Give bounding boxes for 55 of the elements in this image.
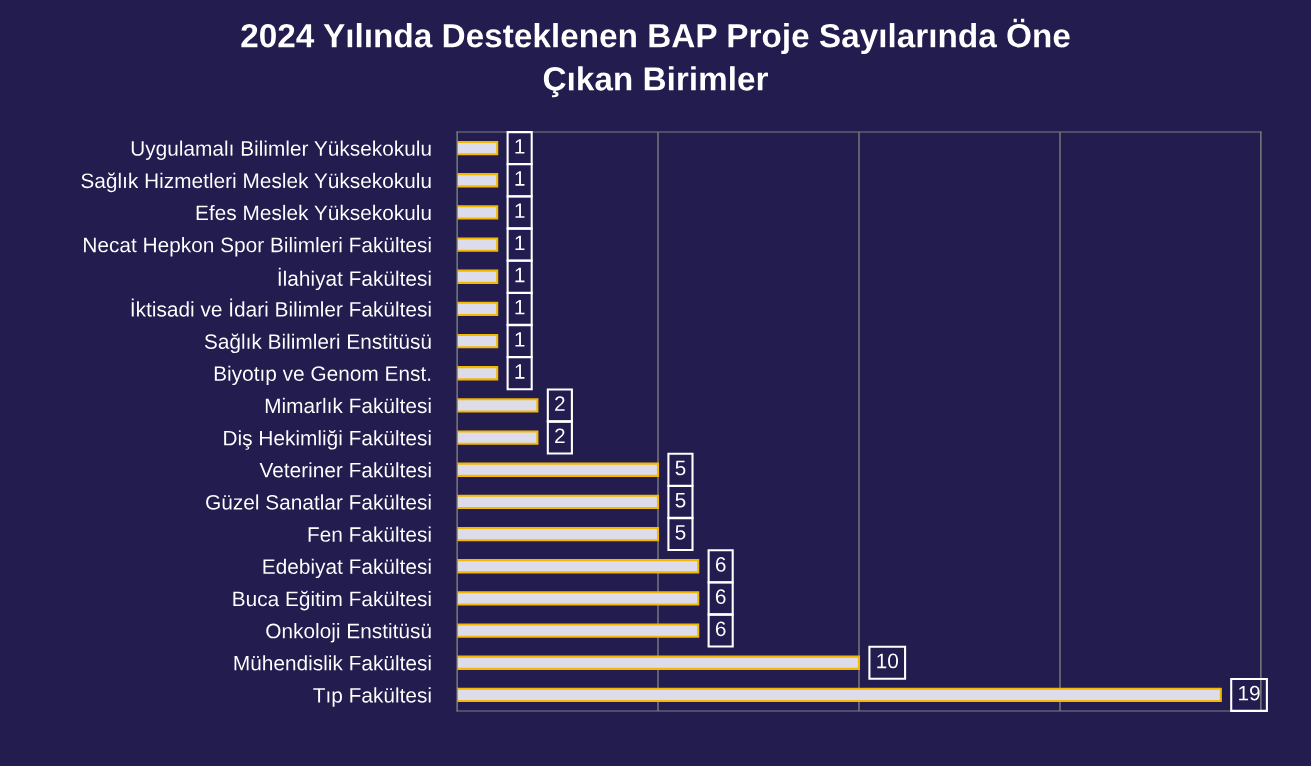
bar <box>457 366 499 381</box>
y-tick-label: Biyotıp ve Genom Enst. <box>214 365 431 386</box>
y-tick-label: Fen Fakültesi <box>308 526 431 542</box>
data-label: 2 <box>555 428 565 443</box>
y-tick-label: İktisadi ve İdari Bilimler Fakültesi <box>131 298 431 317</box>
bar <box>457 140 499 156</box>
y-tick-label: Veteriner Fakültesi <box>259 462 431 478</box>
bar <box>457 173 499 188</box>
data-label: 6 <box>715 589 726 605</box>
bar <box>457 494 660 510</box>
data-label: 1 <box>515 171 525 186</box>
y-tick-label: Diş Hekimliği Fakültesi <box>224 429 431 450</box>
data-label: 1 <box>515 364 525 379</box>
y-tick-label: Uygulamalı Bilimler Yüksekokulu <box>131 140 431 160</box>
y-tick-label: Sağlık Bilimleri Enstitüsü <box>204 333 431 354</box>
data-label: 2 <box>555 396 565 411</box>
bar <box>457 687 1222 703</box>
data-label: 1 <box>515 332 525 347</box>
bar <box>457 559 700 574</box>
bar <box>457 205 499 220</box>
data-label: 1 <box>515 235 525 250</box>
bar <box>457 398 539 413</box>
y-tick-label: Güzel Sanatlar Fakültesi <box>206 494 431 510</box>
data-label: 5 <box>675 460 686 476</box>
bar <box>457 655 861 670</box>
y-tick-label: Onkoloji Enstitüsü <box>266 623 431 643</box>
bar <box>457 430 539 445</box>
bar <box>457 526 660 542</box>
data-label: 6 <box>715 557 726 572</box>
bar <box>457 591 700 606</box>
y-tick-label: Edebiyat Fakültesi <box>263 558 431 579</box>
data-label: 1 <box>515 299 525 315</box>
data-label: 1 <box>515 139 525 154</box>
y-tick-label: Efes Meslek Yüksekokulu <box>196 204 431 221</box>
y-tick-label: Necat Hepkon Spor Bilimleri Fakültesi <box>84 237 431 257</box>
bar <box>457 301 499 317</box>
bar <box>457 623 700 638</box>
data-label: 1 <box>515 203 525 218</box>
bar <box>457 333 499 349</box>
y-tick-label: Mimarlık Fakültesi <box>265 397 431 414</box>
data-label: 1 <box>515 267 525 283</box>
y-tick-label: Sağlık Hizmetleri Meslek Yüksekokulu <box>81 172 431 193</box>
bar <box>457 269 499 284</box>
data-label: 5 <box>675 492 686 508</box>
data-label: 19 <box>1239 685 1260 701</box>
bar <box>457 462 660 477</box>
y-tick-label: İlahiyat Fakültesi <box>278 267 431 291</box>
data-label: 6 <box>715 621 726 637</box>
bar <box>457 237 499 252</box>
y-tick-label: Tıp Fakültesi <box>313 687 431 707</box>
data-label: 5 <box>675 525 686 540</box>
y-tick-label: Buca Eğitim Fakültesi <box>233 590 431 611</box>
y-tick-label: Mühendislik Fakültesi <box>234 655 431 671</box>
chart-title: 2024 Yılında Desteklenen BAP Proje Sayılarında Öne Çıkan Birimler <box>241 18 1070 98</box>
data-label: 10 <box>877 653 899 669</box>
